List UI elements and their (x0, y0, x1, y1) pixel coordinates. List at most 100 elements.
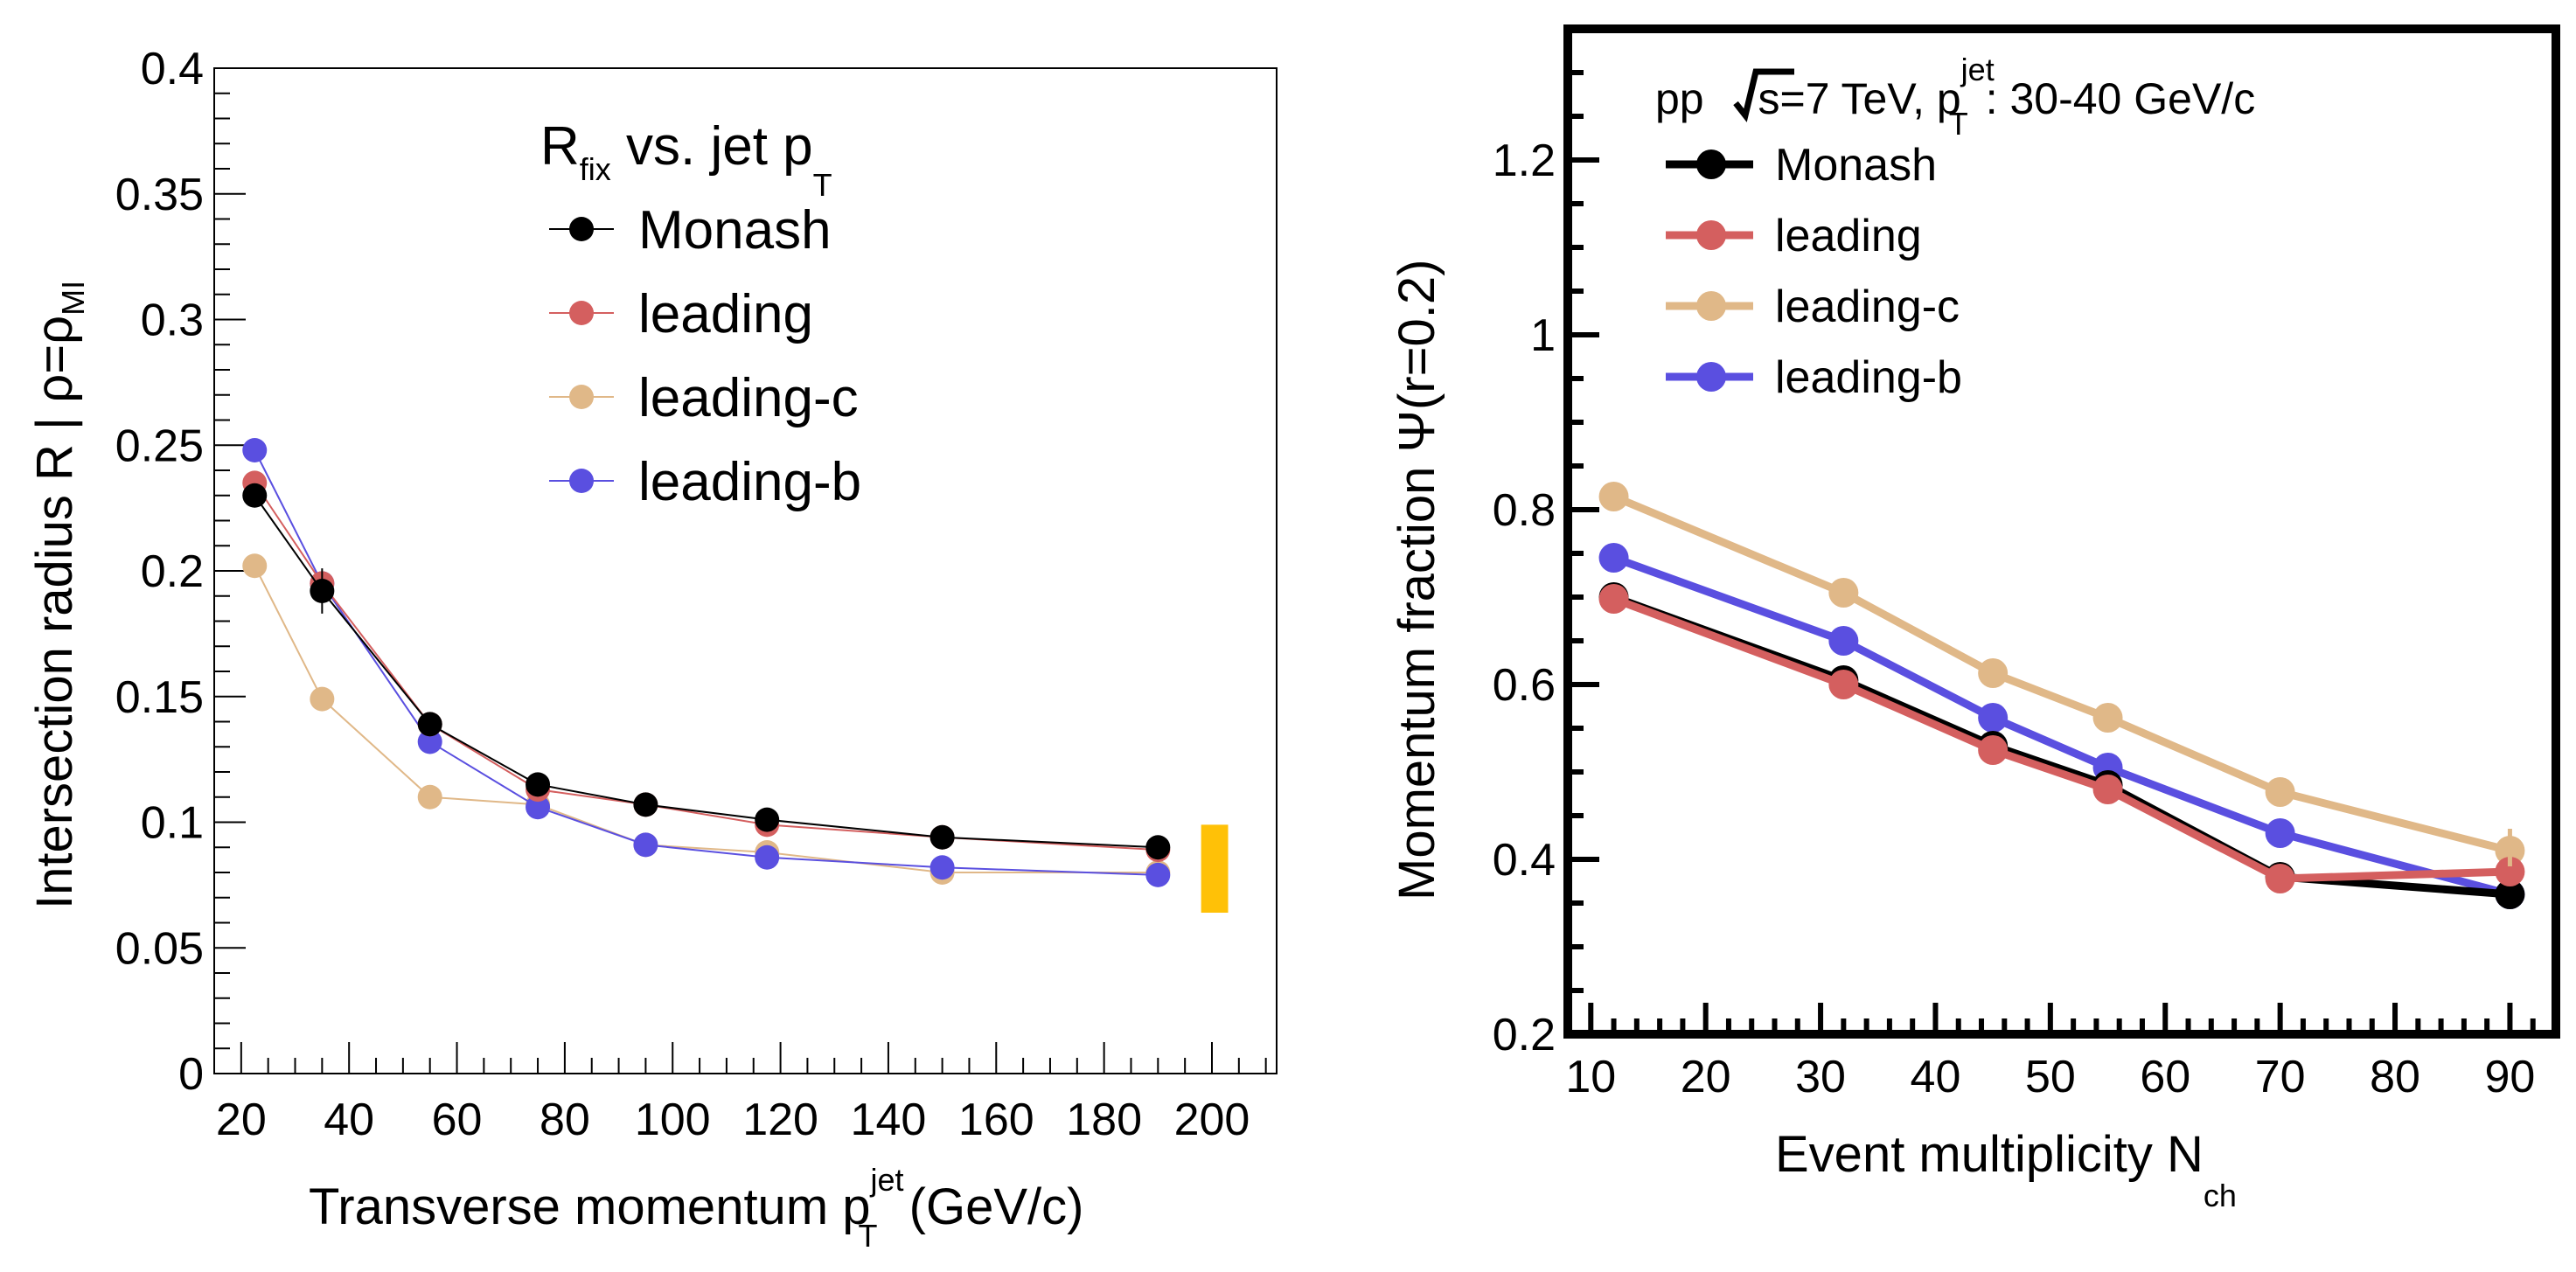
left-y-tick-label: 0 (178, 1049, 204, 1100)
annotation-sub: T (1949, 106, 1968, 142)
right-series-leading-b (1598, 543, 2525, 909)
left-x-tick-label: 60 (432, 1095, 483, 1145)
left-uncertainty-band (1201, 824, 1229, 913)
right-point-leading (2092, 775, 2123, 804)
right-legend-label: leading-b (1775, 352, 1962, 403)
right-x-tick-label: 30 (1795, 1052, 1846, 1102)
right-line-leading-c (1612, 492, 2511, 855)
right-x-tick-label: 70 (2255, 1052, 2306, 1102)
left-point-leading-c (310, 686, 335, 712)
left-legend-item-leading-b: leading-b (549, 452, 861, 512)
right-y-tick-label: 0.2 (1493, 1010, 1556, 1060)
left-x-tick-label: 40 (324, 1095, 374, 1145)
left-point-monash (633, 792, 658, 817)
left-point-leading-b (1145, 862, 1171, 887)
left-point-monash (1145, 835, 1171, 860)
left-x-tick-label: 20 (216, 1095, 267, 1145)
left-legend-title-rest: vs. jet p (611, 116, 813, 177)
right-x-tick-label: 80 (2370, 1052, 2420, 1102)
right-x-tick-labels: 10 20 30 40 50 60 70 80 90 (1565, 1052, 2535, 1102)
left-legend-item-leading-c: leading-c (549, 368, 859, 428)
right-x-tick-label: 20 (1681, 1052, 1731, 1102)
left-uncertainty-band-group (1201, 824, 1229, 913)
right-point-leading-b (1828, 626, 1859, 656)
left-line-leading (254, 482, 1159, 851)
left-legend-label: leading (638, 284, 813, 344)
left-chart: 0 0.05 0.1 0.15 0.2 0.25 0.3 0.35 0.4 20 40 60 80 10… (26, 44, 1278, 1254)
left-xlabel-sub: T (859, 1218, 878, 1254)
right-legend-item-leading: leading (1666, 211, 1922, 261)
right-point-leading-c (1598, 482, 1629, 511)
left-legend-item-monash: Monash (549, 200, 832, 261)
right-point-leading-c (1978, 658, 2009, 688)
right-x-tick-label: 60 (2140, 1052, 2190, 1102)
left-y-tick-label: 0.3 (141, 295, 204, 346)
left-legend-title-rest-sub: T (813, 167, 832, 203)
right-axis-ticks (1568, 26, 2536, 1037)
right-y-tick-label: 1 (1530, 310, 1556, 361)
right-y-tick-label: 0.8 (1493, 485, 1556, 536)
left-point-leading-c (417, 784, 442, 810)
left-series-leading (242, 470, 1171, 863)
right-xlabel-sub: ch (2204, 1178, 2237, 1213)
right-legend-marker (1696, 362, 1726, 392)
left-xlabel-main: Transverse momentum p (309, 1178, 871, 1235)
left-x-tick-label: 100 (635, 1095, 711, 1145)
right-y-tick-label: 1.2 (1493, 136, 1556, 186)
right-x-tick-label: 50 (2025, 1052, 2076, 1102)
left-legend-marker (569, 217, 594, 241)
left-y-axis-title: Intersection radius R | ρ=ρMI (26, 281, 91, 909)
right-legend-marker (1696, 149, 1726, 179)
right-plot-frame (1563, 24, 2560, 1039)
left-x-tick-label: 140 (851, 1095, 927, 1145)
left-legend-item-leading: leading (549, 284, 813, 344)
right-chart: 0.2 0.4 0.6 0.8 1 1.2 10 20 30 40 50 60 70 80 90 Mome… (1389, 24, 2560, 1213)
left-line-monash (254, 495, 1159, 849)
left-x-axis-title: Transverse momentum pjet T (GeV/c) (309, 1162, 1083, 1254)
left-legend-marker (569, 469, 594, 493)
right-y-tick-labels: 0.2 0.4 0.6 0.8 1 1.2 (1493, 136, 1556, 1060)
left-legend-title-sub: fix (580, 151, 611, 187)
left-y-tick-label: 0.05 (115, 923, 204, 974)
left-legend-title-main: R (540, 116, 580, 177)
left-x-tick-label: 160 (958, 1095, 1034, 1145)
right-point-leading (2265, 864, 2295, 893)
left-y-tick-label: 0.2 (141, 546, 204, 597)
right-annotation: pp s=7 TeV, pjet T: 30-40 GeV/c (1655, 52, 2255, 142)
left-point-leading-b (755, 845, 780, 870)
left-series-leading-c (242, 553, 1171, 885)
right-point-leading-c (1828, 578, 1859, 608)
annotation-pre: pp (1655, 74, 1716, 123)
right-point-leading (2495, 857, 2525, 886)
annotation-sqrt: s (1758, 74, 1780, 123)
left-x-tick-labels: 20 40 60 80 100 120 140 160 180 200 (216, 1095, 1250, 1145)
annotation-mid: =7 TeV, p (1780, 74, 1961, 123)
sqrt-symbol (1733, 68, 1794, 122)
left-line-leading-b (254, 449, 1159, 876)
right-legend-item-leading-b: leading-b (1666, 352, 1962, 403)
left-legend: Rfix vs. jet pT Monash leading leading-c le… (540, 116, 861, 512)
right-series-leading (1598, 584, 2525, 893)
left-y-tick-label: 0.1 (141, 798, 204, 849)
left-point-leading-b (526, 795, 551, 820)
right-point-leading-b (2265, 818, 2295, 848)
right-legend-item-monash: Monash (1666, 140, 1937, 191)
left-y-tick-label: 0.35 (115, 170, 204, 220)
right-y-tick-label: 0.6 (1493, 660, 1556, 711)
right-series-leading-c (1598, 482, 2525, 865)
left-legend-label: leading-b (638, 452, 861, 512)
right-legend-label: leading (1775, 211, 1922, 261)
left-xlabel-sup: jet (870, 1162, 904, 1198)
right-y-axis-title: Momentum fraction Ψ(r=0.2) (1389, 260, 1445, 900)
left-point-monash (755, 807, 780, 832)
left-y-tick-label: 0.4 (141, 44, 204, 94)
left-point-leading-b (417, 729, 442, 754)
right-point-leading-b (1598, 543, 1629, 573)
right-annotation-text: pp s=7 TeV, pjet T: 30-40 GeV/c (1655, 52, 2255, 142)
right-point-leading-c (2092, 703, 2123, 733)
right-x-tick-label: 40 (1911, 1052, 1961, 1102)
right-y-tick-label: 0.4 (1493, 835, 1556, 886)
left-point-monash (526, 772, 551, 797)
left-point-monash (242, 483, 268, 508)
left-legend-marker (569, 385, 594, 409)
